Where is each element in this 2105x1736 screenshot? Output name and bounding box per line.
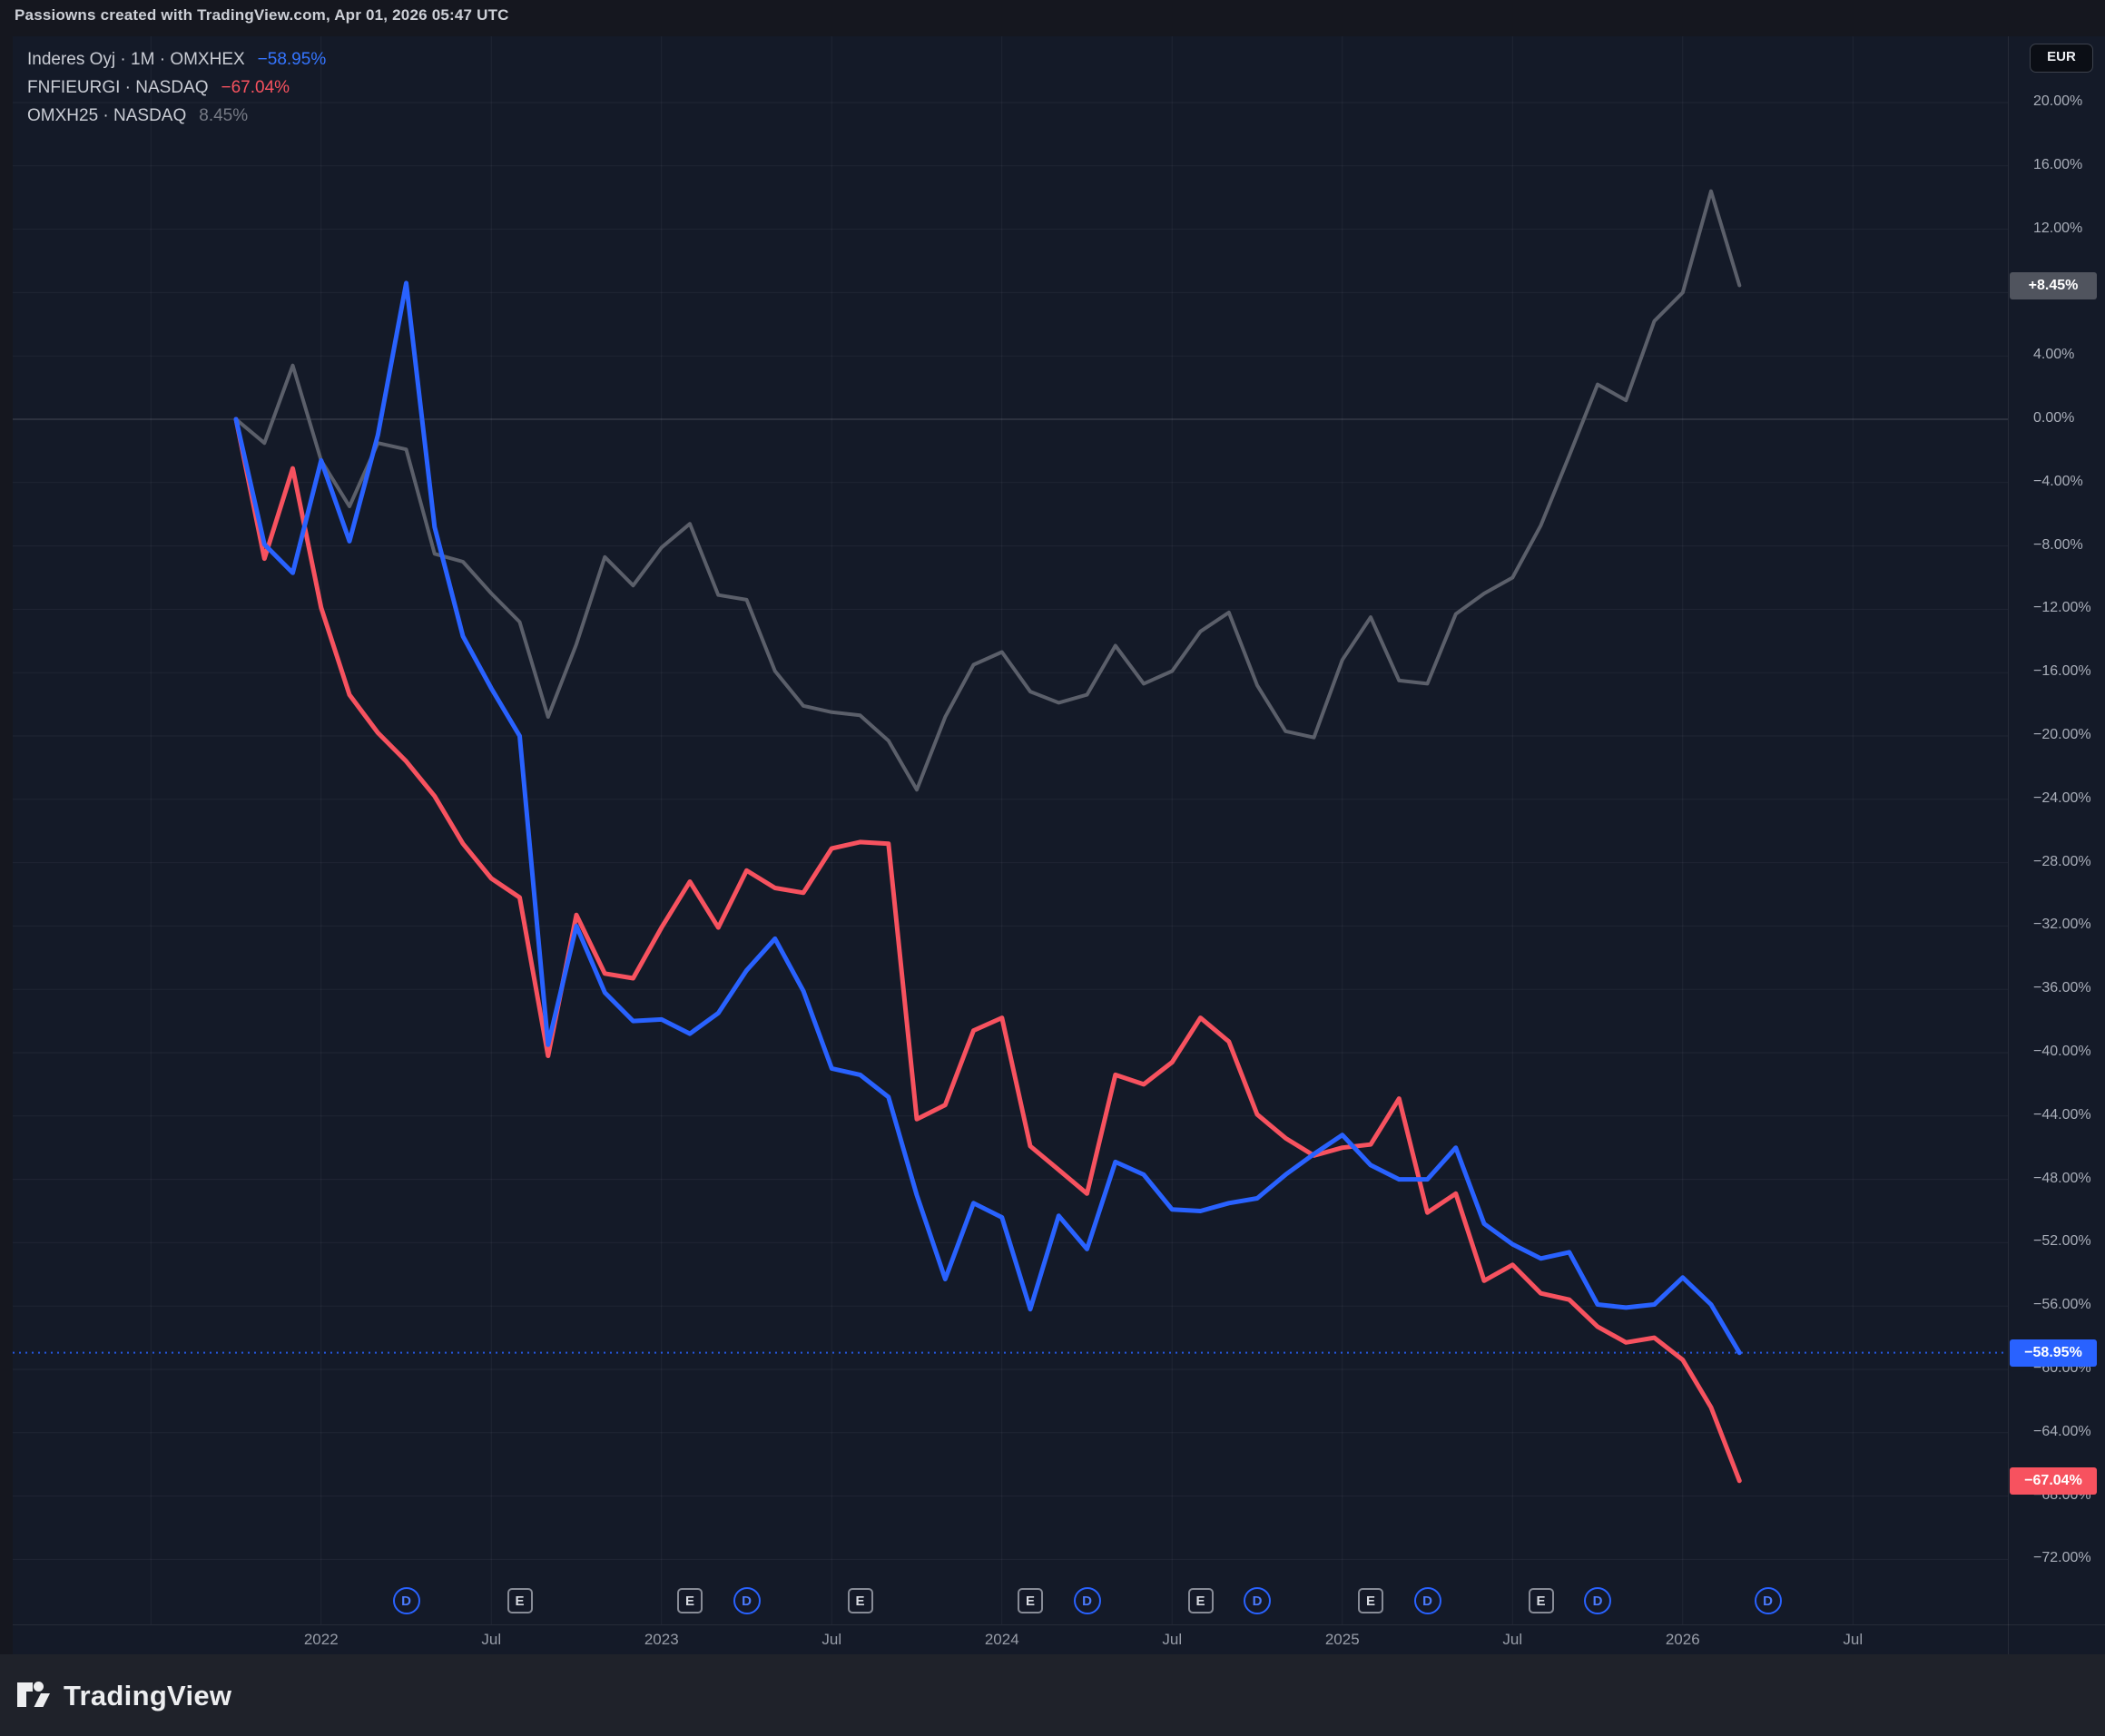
legend: Inderes Oyj · 1M · OMXHEX −58.95% FNFIEU… [27,45,326,130]
y-axis-label: −12.00% [2033,600,2091,616]
earnings-marker[interactable]: E [1358,1588,1383,1613]
y-axis-label: 4.00% [2033,347,2075,363]
earnings-marker[interactable]: E [847,1588,873,1613]
price-badge: +8.45% [2010,271,2097,299]
y-axis-label: −20.00% [2033,727,2091,742]
series-line-1[interactable] [233,417,1742,1484]
y-axis-label: 0.00% [2033,410,2075,426]
y-axis-label: −48.00% [2033,1170,2091,1186]
dividend-marker[interactable]: D [1073,1587,1101,1614]
price-badge: −67.04% [2010,1466,2097,1495]
y-axis-label: −44.00% [2033,1106,2091,1123]
legend-symbol-value: −67.04% [221,77,290,97]
y-axis-label: 16.00% [2033,156,2083,172]
y-axis-label: −56.00% [2033,1297,2091,1313]
y-axis-label: −24.00% [2033,790,2091,806]
price-chart-canvas[interactable] [13,36,2105,1654]
dividend-marker[interactable]: D [392,1587,420,1614]
series-line-0[interactable] [233,280,1742,1356]
dividend-marker[interactable]: D [1754,1587,1782,1614]
x-axis-label: 2022 [303,1631,339,1648]
x-axis-label: 2026 [1665,1631,1700,1648]
x-axis-label: Jul [821,1631,842,1648]
tradingview-logo-icon[interactable] [16,1676,58,1714]
y-axis-label: −72.00% [2033,1550,2091,1566]
header-bar: Passiowns created with TradingView.com, … [0,0,2105,36]
earnings-marker[interactable]: E [1018,1588,1043,1613]
y-axis-label: 20.00% [2033,93,2083,109]
earnings-marker[interactable]: E [677,1588,703,1613]
watermark-title: Passiowns created with TradingView.com, … [15,6,509,24]
legend-symbol-value: 8.45% [199,105,249,125]
legend-symbol-name: OMXH25 · NASDAQ [27,105,187,125]
x-axis-label: Jul [1502,1631,1523,1648]
y-axis-label: −52.00% [2033,1233,2091,1250]
dividend-marker[interactable]: D [1244,1587,1271,1614]
y-axis-label: −64.00% [2033,1423,2091,1439]
tradingview-wordmark[interactable]: TradingView [64,1680,232,1711]
x-axis-label: 2024 [984,1631,1019,1648]
legend-symbol-value: −58.95% [257,49,327,69]
x-axis-label: Jul [1843,1631,1864,1648]
dividend-marker[interactable]: D [1413,1587,1441,1614]
x-axis-label: 2025 [1324,1631,1360,1648]
y-axis-label: −4.00% [2033,473,2083,489]
y-axis-label: −32.00% [2033,917,2091,933]
x-axis-label: Jul [481,1631,502,1648]
y-axis-label: −40.00% [2033,1044,2091,1059]
legend-symbol-name: FNFIEURGI · NASDAQ [27,77,209,97]
legend-row-compare-1[interactable]: FNFIEURGI · NASDAQ −67.04% [27,74,326,102]
currency-button[interactable]: EUR [2030,44,2093,73]
footer-bar: TradingView [0,1654,2105,1736]
legend-row-main-symbol[interactable]: Inderes Oyj · 1M · OMXHEX −58.95% [27,45,326,74]
chart-panel[interactable]: Inderes Oyj · 1M · OMXHEX −58.95% FNFIEU… [13,36,2105,1654]
dividend-marker[interactable]: D [733,1587,761,1614]
dividend-marker[interactable]: D [1584,1587,1611,1614]
earnings-marker[interactable]: E [1187,1588,1214,1613]
x-axis-label: 2023 [644,1631,679,1648]
x-axis-label: Jul [1162,1631,1183,1648]
y-axis-label: −28.00% [2033,853,2091,869]
y-axis-label: −36.00% [2033,980,2091,996]
y-axis-label: −8.00% [2033,536,2083,553]
price-badge: −58.95% [2010,1339,2097,1367]
legend-row-compare-2[interactable]: OMXH25 · NASDAQ 8.45% [27,102,326,130]
time-axis-separator [13,1624,2105,1625]
series-line-2[interactable] [234,189,1742,792]
y-axis-label: −16.00% [2033,663,2091,680]
price-axis-separator [2008,36,2009,1654]
earnings-marker[interactable]: E [507,1588,533,1613]
legend-symbol-name: Inderes Oyj · 1M · OMXHEX [27,49,245,69]
earnings-marker[interactable]: E [1528,1588,1554,1613]
y-axis-label: 12.00% [2033,220,2083,236]
